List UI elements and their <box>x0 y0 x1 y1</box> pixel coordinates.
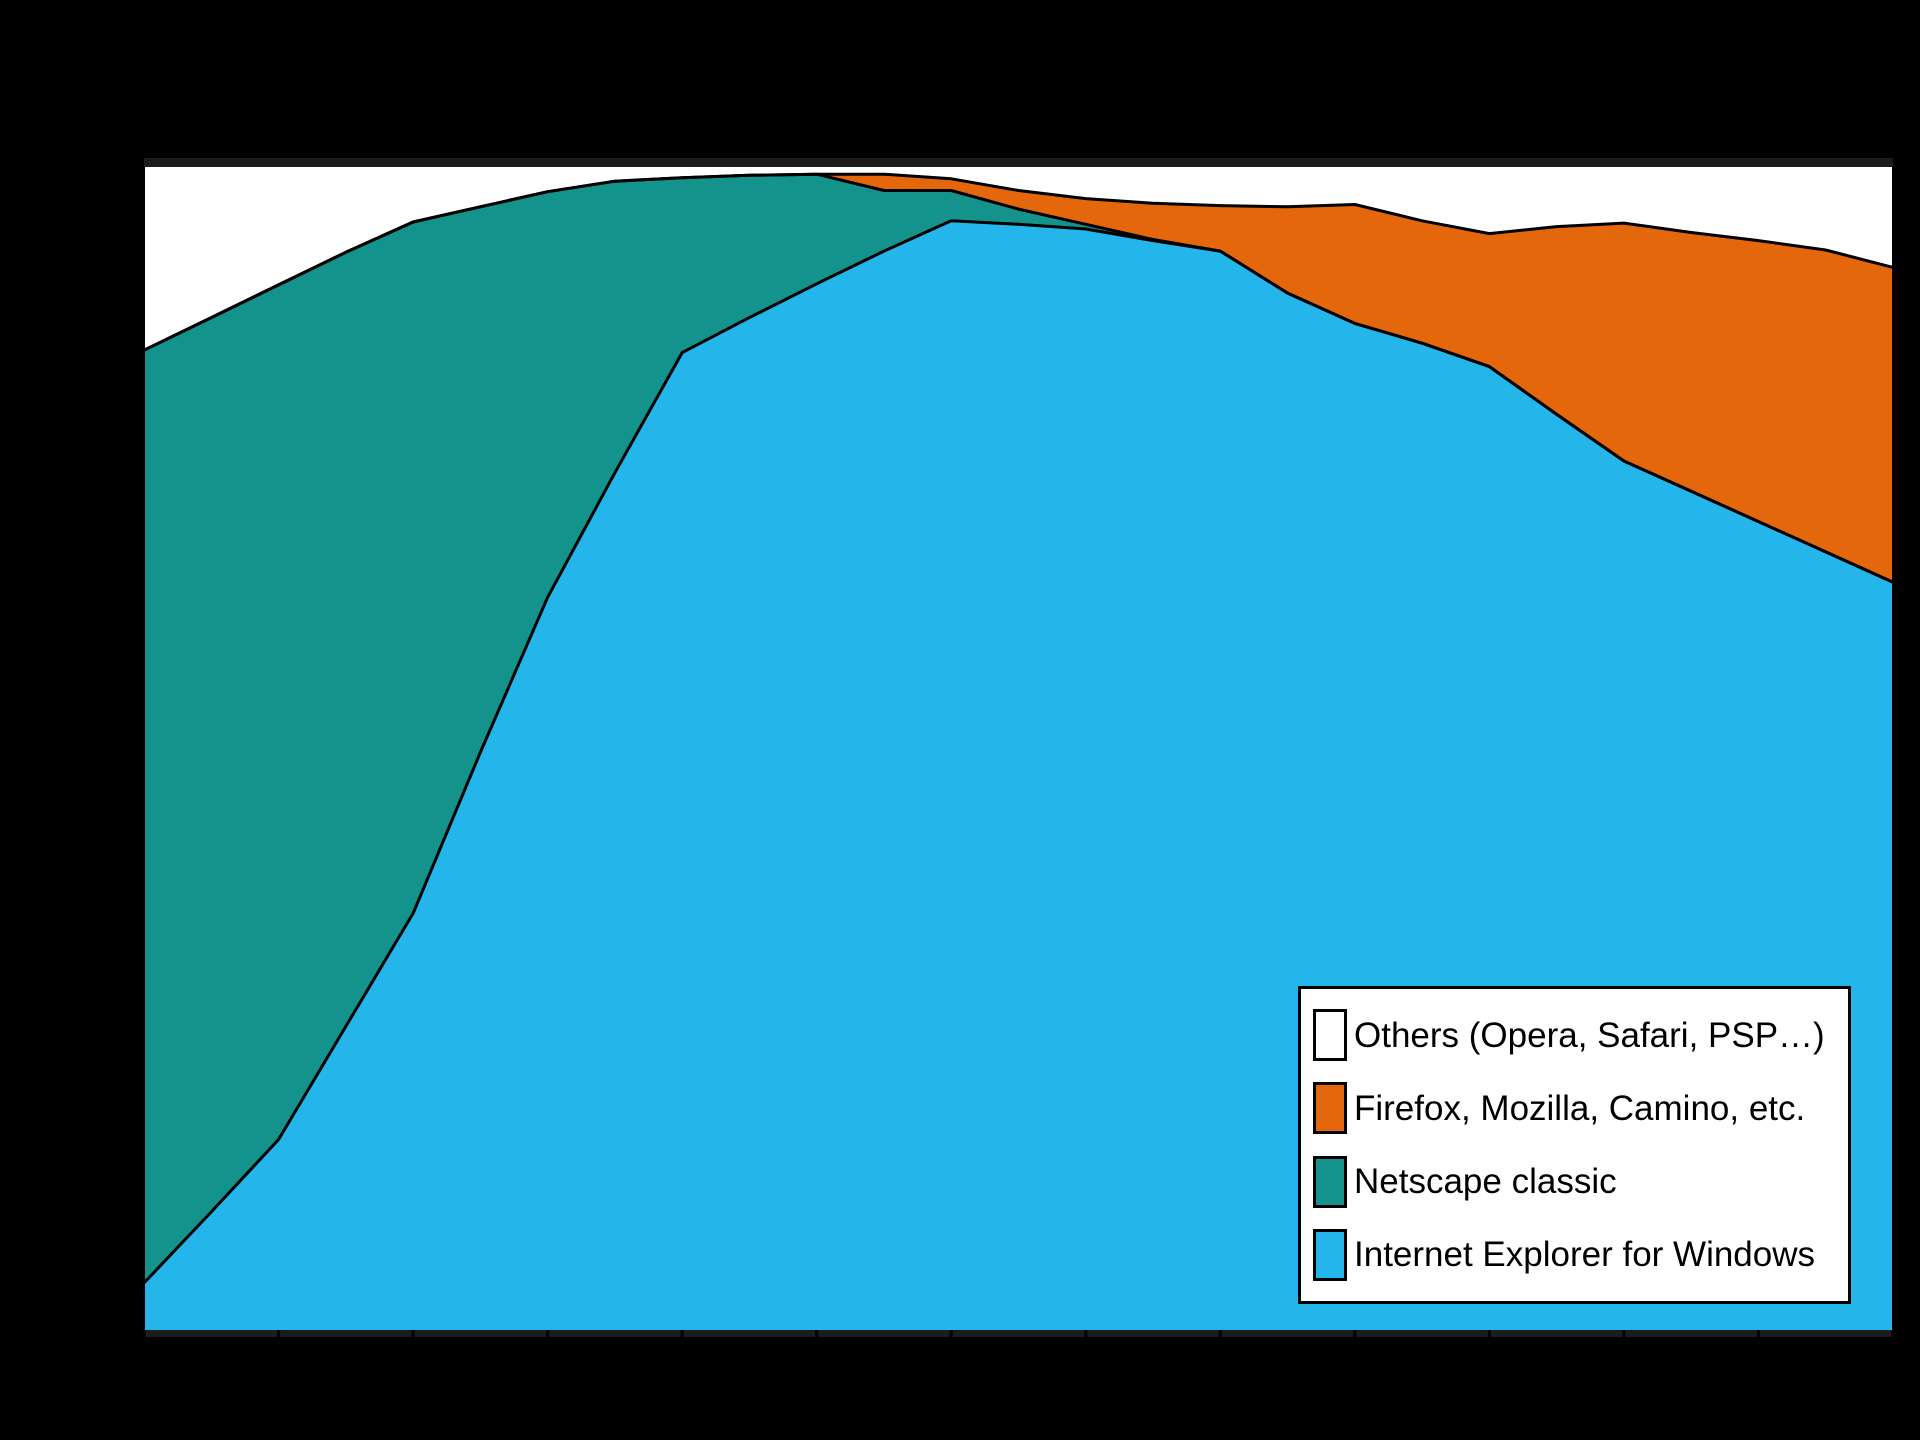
series-boundary-line <box>143 172 1894 352</box>
legend-box: Others (Opera, Safari, PSP…) Firefox, Moz… <box>1298 986 1851 1304</box>
legend-item-label: Netscape classic <box>1354 1162 1617 1202</box>
x-axis-tick <box>949 1330 953 1344</box>
legend-swatch-icon <box>1313 1009 1347 1061</box>
right-spine <box>1892 166 1895 1332</box>
bottom-spine <box>144 1330 1893 1337</box>
x-axis-tick <box>1622 1330 1626 1344</box>
x-axis-tick <box>411 1330 415 1344</box>
x-axis-tick <box>1084 1330 1088 1344</box>
x-axis-tick <box>1891 1330 1895 1344</box>
legend-swatch-icon <box>1313 1082 1347 1135</box>
x-axis-tick <box>1353 1330 1357 1344</box>
area-series <box>144 174 1893 583</box>
legend-item: Firefox, Mozilla, Camino, etc. <box>1313 1074 1840 1142</box>
legend-item: Others (Opera, Safari, PSP…) <box>1313 1001 1840 1069</box>
x-axis-tick <box>1218 1330 1222 1344</box>
x-axis-tick <box>142 1330 146 1344</box>
x-axis-tick <box>1756 1330 1760 1344</box>
x-axis-tick <box>546 1330 550 1344</box>
x-axis-tick <box>277 1330 281 1344</box>
x-axis-tick <box>1487 1330 1491 1344</box>
legend-item-label: Firefox, Mozilla, Camino, etc. <box>1354 1088 1806 1128</box>
area-series <box>144 174 1893 1284</box>
legend-item-label: Internet Explorer for Windows <box>1354 1235 1816 1275</box>
area-series <box>144 166 1893 351</box>
x-axis-tick <box>815 1330 819 1344</box>
legend-item: Internet Explorer for Windows <box>1313 1221 1840 1289</box>
legend-item: Netscape classic <box>1313 1148 1840 1216</box>
left-spine <box>142 166 145 1332</box>
top-spine <box>144 158 1893 167</box>
legend-swatch-icon <box>1313 1228 1347 1281</box>
legend-item-label: Others (Opera, Safari, PSP…) <box>1354 1015 1825 1055</box>
x-axis-tick <box>680 1330 684 1344</box>
legend-swatch-icon <box>1313 1155 1347 1208</box>
